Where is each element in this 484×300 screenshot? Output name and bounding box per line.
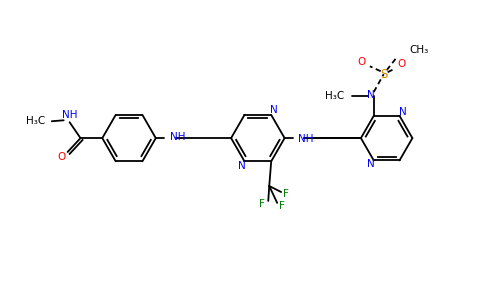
Text: O: O — [58, 152, 66, 162]
Text: NH: NH — [299, 134, 314, 144]
Text: F: F — [259, 199, 265, 209]
Text: N: N — [271, 105, 278, 115]
Text: H₃C: H₃C — [325, 91, 344, 101]
Text: N: N — [367, 159, 375, 170]
Text: N: N — [367, 90, 375, 100]
Text: N: N — [399, 107, 407, 117]
Text: NH: NH — [170, 132, 185, 142]
Text: F: F — [283, 189, 289, 199]
Text: N: N — [238, 161, 245, 171]
Text: CH₃: CH₃ — [409, 45, 429, 56]
Text: S: S — [380, 68, 387, 81]
Text: F: F — [279, 201, 285, 211]
Text: O: O — [358, 57, 366, 67]
Text: NH: NH — [62, 110, 77, 120]
Text: O: O — [397, 59, 406, 69]
Text: H₃C: H₃C — [26, 116, 45, 126]
